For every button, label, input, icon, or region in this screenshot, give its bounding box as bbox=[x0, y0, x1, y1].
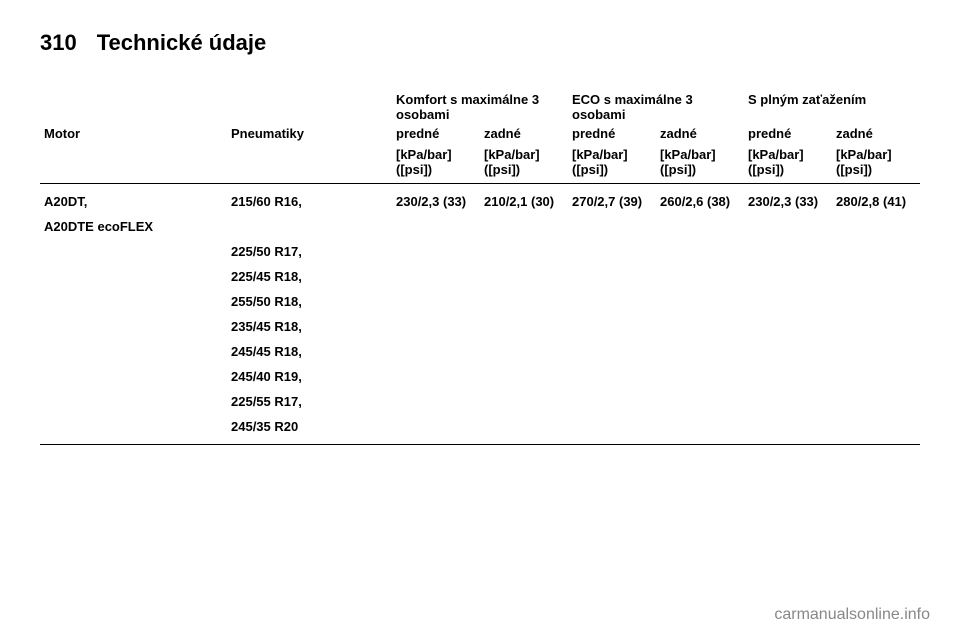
val-eco-rear: 260/2,6 (38) bbox=[656, 184, 744, 214]
tire-size: 225/45 R18, bbox=[227, 263, 392, 288]
col-eco-rear: zadné bbox=[656, 124, 744, 145]
page-header: 310 Technické údaje bbox=[40, 30, 920, 56]
val-comfort-front: 230/2,3 (33) bbox=[392, 184, 480, 214]
tire-size: 215/60 R16, bbox=[227, 184, 392, 214]
val-comfort-rear: 210/2,1 (30) bbox=[480, 184, 568, 214]
tire-size: 255/50 R18, bbox=[227, 288, 392, 313]
col-full-front: predné bbox=[744, 124, 832, 145]
header-full: S plným zaťažením bbox=[744, 86, 920, 124]
tire-size: 245/35 R20 bbox=[227, 413, 392, 445]
page-title: Technické údaje bbox=[97, 30, 267, 56]
unit-label: [kPa/bar] ([psi]) bbox=[656, 145, 744, 184]
unit-label: [kPa/bar] ([psi]) bbox=[568, 145, 656, 184]
unit-label: [kPa/bar] ([psi]) bbox=[832, 145, 920, 184]
col-eco-front: predné bbox=[568, 124, 656, 145]
page-number: 310 bbox=[40, 30, 77, 56]
motor-line2: A20DTE ecoFLEX bbox=[40, 213, 227, 238]
unit-label: [kPa/bar] ([psi]) bbox=[744, 145, 832, 184]
watermark: carmanualsonline.info bbox=[774, 606, 930, 624]
tire-size: 225/55 R17, bbox=[227, 388, 392, 413]
col-full-rear: zadné bbox=[832, 124, 920, 145]
motor-line1: A20DT, bbox=[40, 184, 227, 214]
header-eco: ECO s maximálne 3 osobami bbox=[568, 86, 744, 124]
col-tires: Pneumatiky bbox=[227, 124, 392, 145]
header-comfort: Komfort s maximálne 3 osobami bbox=[392, 86, 568, 124]
tire-size: 245/40 R19, bbox=[227, 363, 392, 388]
tire-size: 225/50 R17, bbox=[227, 238, 392, 263]
tire-size: 235/45 R18, bbox=[227, 313, 392, 338]
col-motor: Motor bbox=[40, 124, 227, 145]
unit-label: [kPa/bar] ([psi]) bbox=[480, 145, 568, 184]
tire-size: 245/45 R18, bbox=[227, 338, 392, 363]
val-full-rear: 280/2,8 (41) bbox=[832, 184, 920, 214]
col-comfort-front: predné bbox=[392, 124, 480, 145]
tire-pressure-table: Komfort s maximálne 3 osobami ECO s maxi… bbox=[40, 86, 920, 445]
unit-label: [kPa/bar] ([psi]) bbox=[392, 145, 480, 184]
val-full-front: 230/2,3 (33) bbox=[744, 184, 832, 214]
val-eco-front: 270/2,7 (39) bbox=[568, 184, 656, 214]
col-comfort-rear: zadné bbox=[480, 124, 568, 145]
